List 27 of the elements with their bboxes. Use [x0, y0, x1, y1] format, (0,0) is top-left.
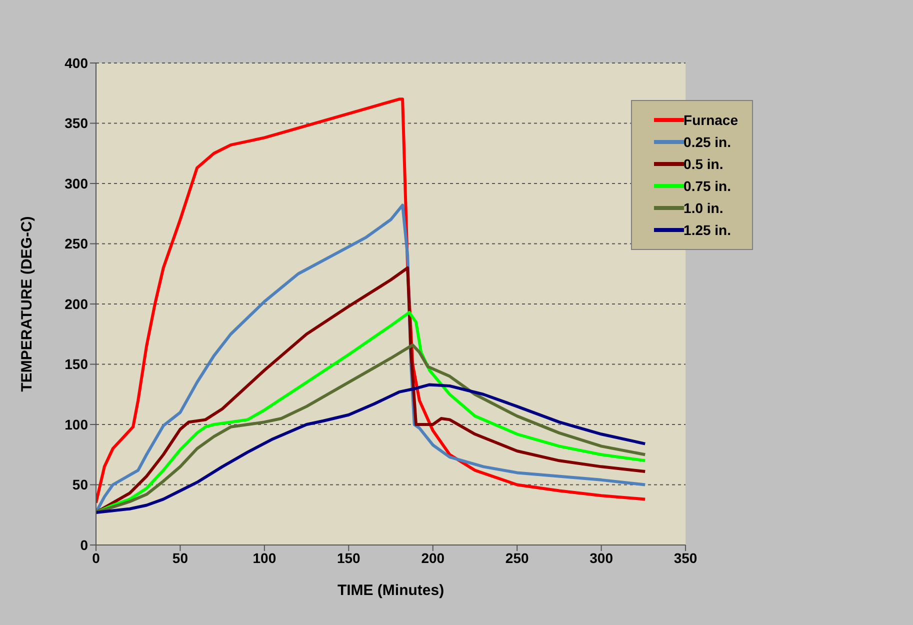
- x-tick-label: 100: [252, 550, 276, 566]
- legend-label: 0.75 in.: [684, 178, 731, 194]
- y-tick-label: 350: [64, 115, 88, 132]
- x-tick-label: 50: [172, 550, 188, 566]
- y-tick-label: 200: [64, 296, 88, 312]
- y-axis-title: TEMPERATURE (DEG-C): [18, 216, 36, 392]
- y-tick-label: 100: [64, 416, 88, 432]
- x-tick-label: 300: [590, 550, 614, 566]
- legend-label: 0.5 in.: [684, 156, 724, 172]
- x-tick-label: 200: [421, 550, 445, 566]
- x-axis-title: TIME (Minutes): [337, 582, 444, 599]
- legend-label: Furnace: [684, 112, 738, 128]
- x-tick-label: 0: [92, 550, 100, 566]
- y-tick-label: 0: [80, 536, 88, 553]
- line-series: [96, 383, 647, 514]
- legend-label: 0.25 in.: [684, 134, 731, 150]
- y-tick-label: 150: [64, 356, 88, 372]
- legend-label: 1.25 in.: [684, 222, 731, 238]
- y-tick-label: 400: [64, 54, 88, 71]
- y-tick-label: 50: [72, 476, 88, 493]
- y-tick-label: 300: [64, 175, 88, 192]
- y-tick-label: 250: [64, 236, 88, 252]
- x-tick-label: 250: [505, 550, 529, 566]
- x-tick-label: 350: [674, 550, 698, 566]
- line-series: [96, 343, 647, 514]
- legend-label: 1.0 in.: [684, 200, 724, 216]
- x-tick-label: 150: [336, 550, 361, 566]
